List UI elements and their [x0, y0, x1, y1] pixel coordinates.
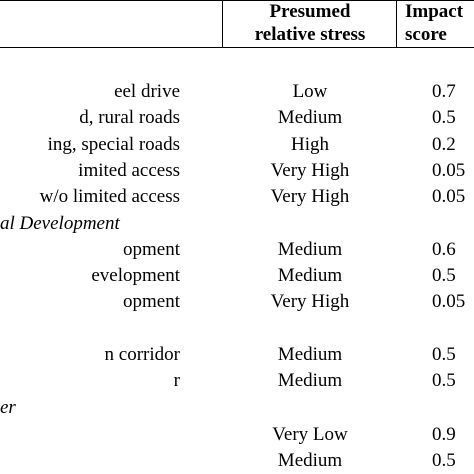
stress-cell: Medium: [277, 239, 343, 260]
stress-cell: Very High: [270, 291, 350, 312]
score-cell: 0.2: [432, 134, 456, 155]
score-cell: 0.5: [432, 107, 456, 128]
column-divider: [396, 0, 397, 47]
header-text: relative stress: [254, 24, 366, 45]
stress-cell: Medium: [277, 265, 343, 286]
stress-cell: Medium: [277, 370, 343, 391]
header-text: Impact: [405, 1, 464, 22]
row-label: r: [173, 370, 180, 391]
header-rule: [0, 47, 474, 48]
row-label: imited access: [78, 160, 180, 181]
header-text: Presumed: [269, 1, 351, 22]
row-label: evelopment: [91, 265, 180, 286]
score-cell: 0.5: [432, 265, 456, 286]
stress-cell: Medium: [277, 344, 343, 365]
stress-cell: Medium: [277, 450, 343, 471]
score-cell: 0.5: [432, 450, 456, 471]
score-cell: 0.5: [432, 344, 456, 365]
stress-cell: Very Low: [272, 424, 348, 445]
row-label: ing, special roads: [47, 134, 180, 155]
score-cell: 0.7: [432, 81, 456, 102]
top-rule: [0, 0, 474, 1]
section-label: er: [0, 397, 16, 418]
stress-cell: Low: [292, 81, 328, 102]
stress-cell: Medium: [277, 107, 343, 128]
score-cell: 0.5: [432, 370, 456, 391]
row-label: w/o limited access: [39, 186, 180, 207]
stress-cell: High: [291, 134, 329, 155]
score-cell: 0.05: [432, 186, 466, 207]
section-label: al Development: [0, 213, 120, 234]
score-cell: 0.05: [432, 160, 466, 181]
score-cell: 0.6: [432, 239, 456, 260]
row-label: opment: [123, 239, 180, 260]
row-label: eel drive: [114, 81, 180, 102]
row-label: d, rural roads: [79, 107, 180, 128]
score-cell: 0.05: [432, 291, 466, 312]
row-label: opment: [123, 291, 180, 312]
stress-cell: Very High: [270, 186, 350, 207]
score-cell: 0.9: [432, 424, 456, 445]
header-text: score: [405, 24, 447, 45]
row-label: n corridor: [104, 344, 180, 365]
column-divider: [222, 0, 223, 47]
stress-cell: Very High: [270, 160, 350, 181]
